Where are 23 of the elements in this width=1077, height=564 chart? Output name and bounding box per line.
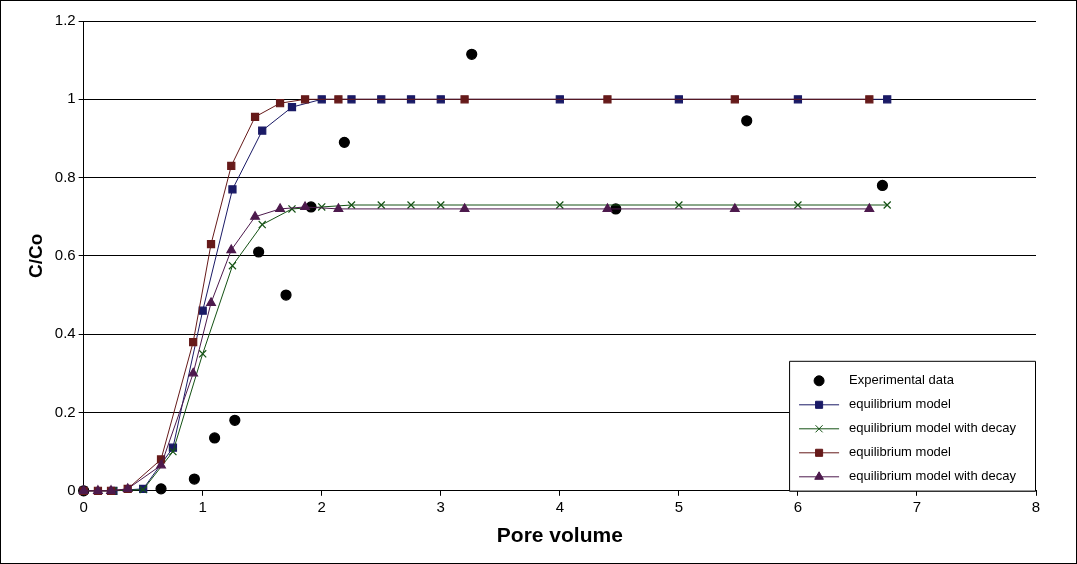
legend-label: equilibrium model bbox=[849, 444, 952, 460]
y-tick-label: 0.6 bbox=[54, 246, 76, 264]
x-axis-title: Pore volume bbox=[496, 523, 623, 547]
y-tick-label: 1.2 bbox=[54, 11, 76, 29]
x-tick-label: 3 bbox=[436, 497, 445, 515]
y-tick-label: 1 bbox=[67, 89, 76, 107]
y-tick-label: 0 bbox=[67, 480, 76, 498]
y-tick-label: 0.8 bbox=[54, 167, 76, 185]
y-tick-label: 0.2 bbox=[54, 402, 76, 420]
legend-label: Experimental data bbox=[849, 372, 955, 388]
x-tick-label: 2 bbox=[317, 497, 326, 515]
x-tick-label: 6 bbox=[793, 497, 803, 515]
legend-label: equilibrium model bbox=[849, 396, 952, 412]
x-tick-label: 7 bbox=[912, 497, 922, 515]
x-tick-label: 0 bbox=[79, 497, 88, 515]
y-axis-title: C/Co bbox=[24, 233, 46, 279]
y-tick-label: 0.4 bbox=[54, 324, 76, 342]
legend-label: equilibrium model with decay bbox=[849, 420, 1017, 436]
x-tick-label: 8 bbox=[1031, 497, 1041, 515]
x-tick-label: 1 bbox=[198, 497, 207, 515]
x-tick-label: 4 bbox=[555, 497, 564, 515]
x-tick-label: 5 bbox=[674, 497, 684, 515]
legend-label: equilibrium model with decay bbox=[849, 468, 1017, 484]
